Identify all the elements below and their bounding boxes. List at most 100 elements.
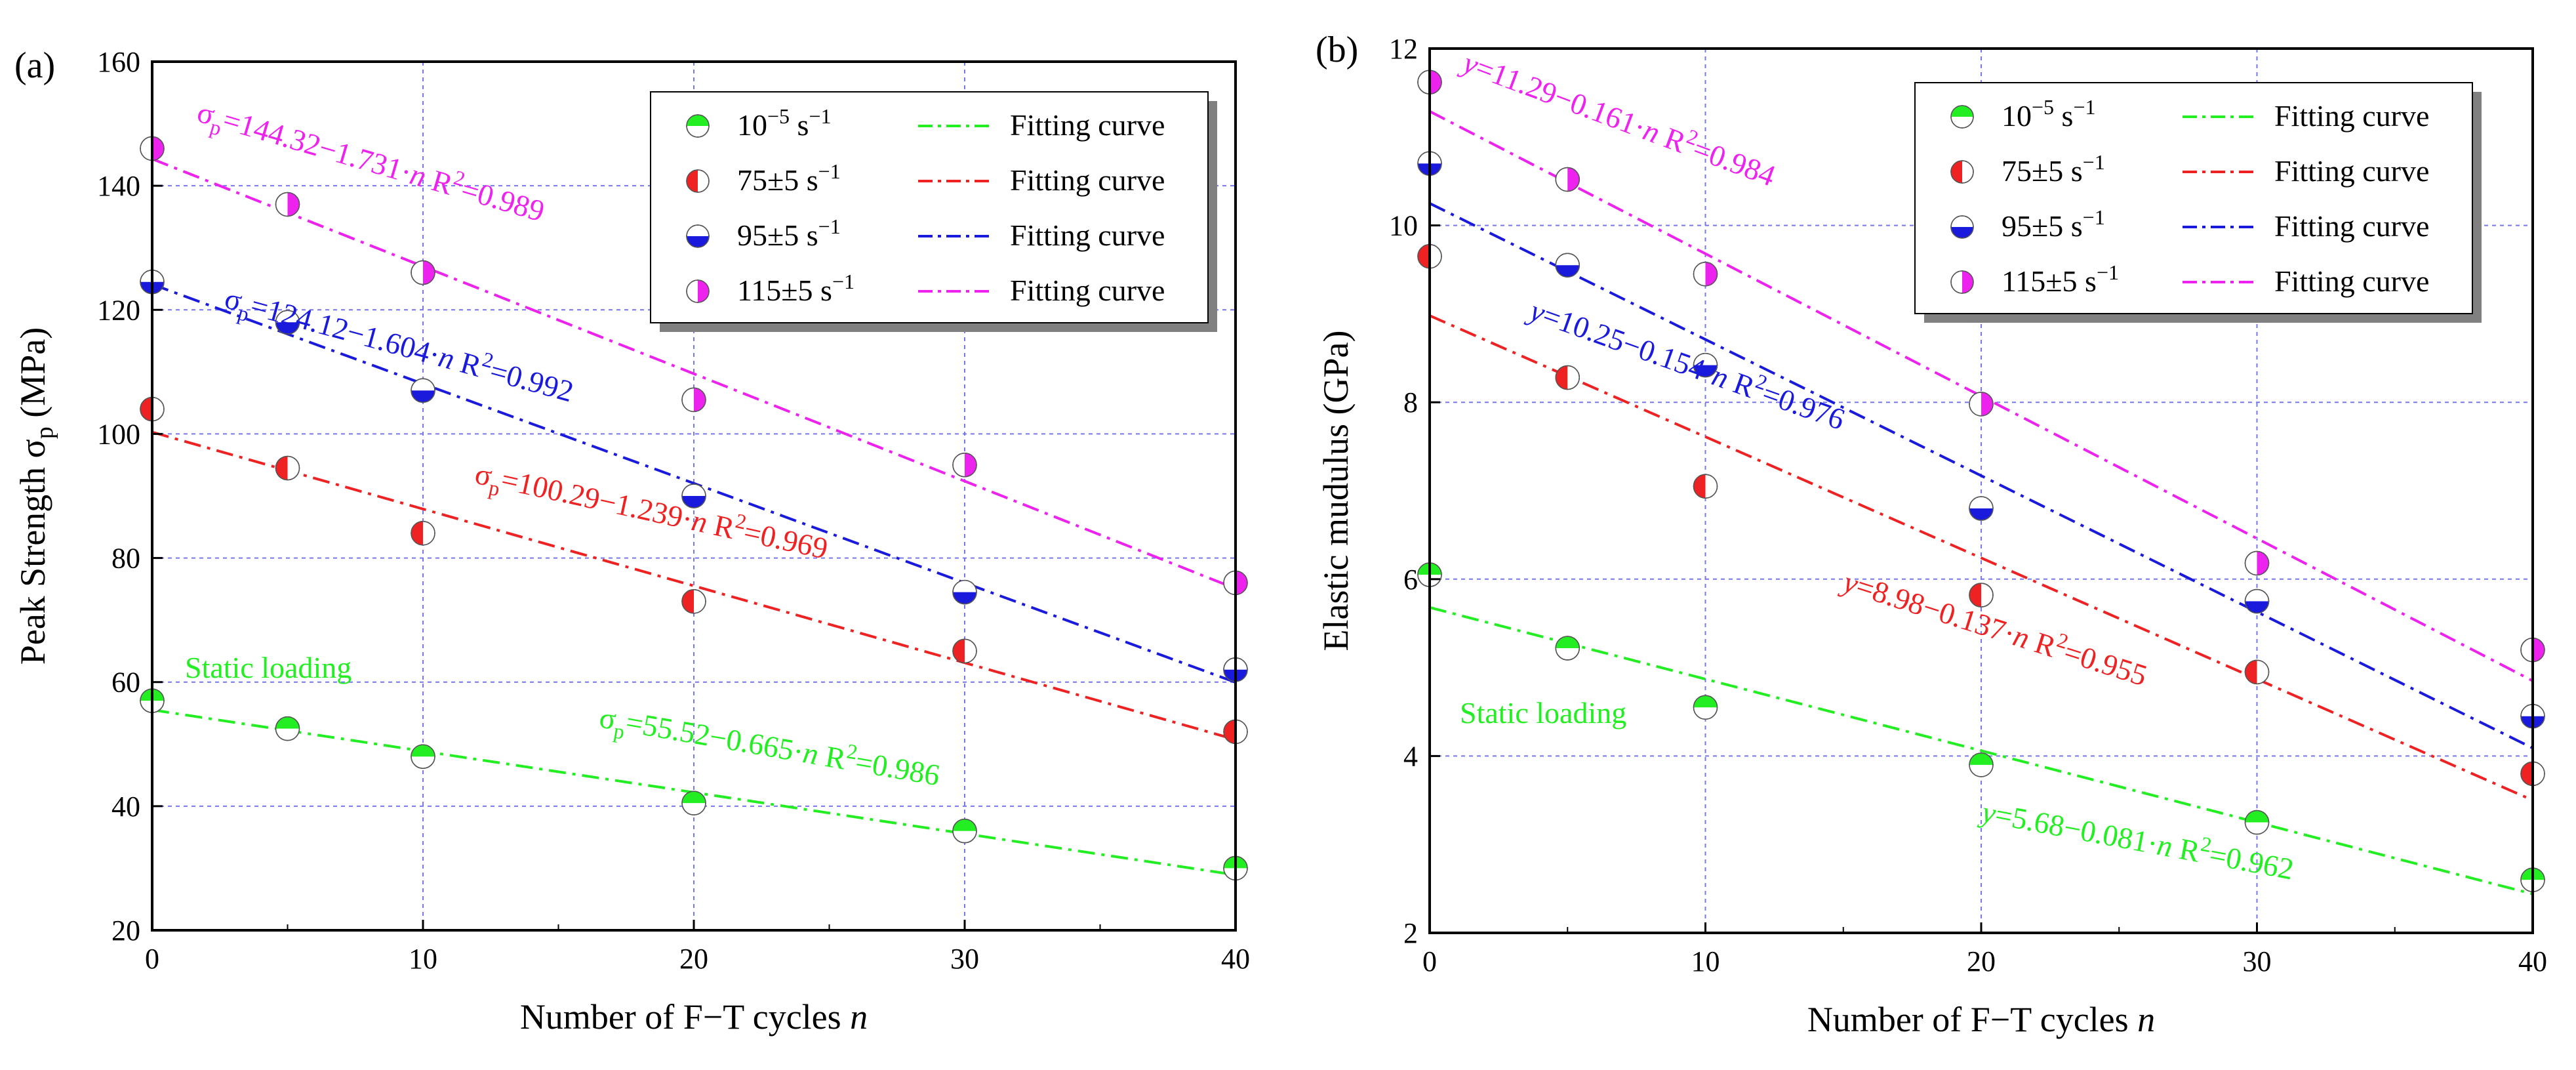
data-point xyxy=(2244,588,2270,614)
legend-fit-label: Fitting curve xyxy=(1010,274,1165,307)
marker-half-fill xyxy=(965,453,976,477)
fitting-curve-line xyxy=(1429,606,2533,895)
legend-fit-label: Fitting curve xyxy=(2274,99,2429,133)
marker-half-fill xyxy=(687,170,698,192)
marker-outline xyxy=(952,579,977,605)
fitting-curve-line xyxy=(151,283,1236,684)
fit-equation: σp=144.32−1.731·n R2=0.989 xyxy=(193,95,548,228)
legend-fit-label: Fitting curve xyxy=(2274,264,2429,298)
legend-marker xyxy=(686,114,710,138)
y-tick-label: 12 xyxy=(1389,33,1418,65)
legend-box xyxy=(1914,82,2473,314)
marker-half-fill xyxy=(2245,810,2269,823)
y-axis-title: Elastic mudulus (GPa) xyxy=(1316,331,1356,651)
legend: 10−5 s−1 Fitting curve 75±5 s−1 Fitting cur… xyxy=(1914,82,2482,323)
marker-half-fill xyxy=(953,592,976,604)
marker-outline xyxy=(686,169,710,193)
marker-outline xyxy=(686,114,710,138)
data-point xyxy=(411,378,435,403)
y-tick-label: 10 xyxy=(1389,210,1418,242)
y-tick-label: 140 xyxy=(97,170,140,202)
marker-half-fill xyxy=(275,716,300,729)
marker-half-fill xyxy=(2245,601,2269,613)
marker-outline xyxy=(681,484,706,508)
legend-entry-label: 95±5 s−1 xyxy=(737,215,841,252)
marker-outline xyxy=(1555,365,1580,390)
marker-half-fill xyxy=(694,388,706,412)
legend-fit-label: Fitting curve xyxy=(2274,209,2429,243)
y-tick-label: 6 xyxy=(1403,564,1418,596)
data-point xyxy=(411,744,435,769)
marker-outline xyxy=(1969,392,1994,417)
marker-outline xyxy=(686,224,710,248)
svg-text:σp=100.29−1.239·n R2=0.969: σp=100.29−1.239·n R2=0.969 xyxy=(471,453,832,571)
data-point xyxy=(1555,253,1580,278)
marker-half-fill xyxy=(1693,695,1718,708)
marker-outline xyxy=(2244,550,2270,576)
marker-outline xyxy=(1555,253,1580,278)
data-point xyxy=(1693,695,1718,720)
data-point xyxy=(952,818,977,844)
data-point xyxy=(275,716,300,741)
marker-outline xyxy=(2244,810,2270,835)
y-tick-label: 20 xyxy=(111,915,140,947)
marker-outline xyxy=(1969,752,1994,777)
data-point xyxy=(1555,365,1580,390)
marker-half-fill xyxy=(1962,271,1973,293)
marker-outline xyxy=(1950,160,1974,184)
x-tick-label: 30 xyxy=(950,943,979,975)
data-point xyxy=(275,192,300,217)
marker-outline xyxy=(952,638,977,664)
data-point xyxy=(411,260,435,285)
marker-outline xyxy=(1969,496,1994,521)
y-tick-label: 120 xyxy=(97,294,140,326)
marker-half-fill xyxy=(1224,720,1236,744)
data-point xyxy=(952,452,977,478)
y-tick-label: 40 xyxy=(111,791,140,823)
marker-half-fill xyxy=(687,236,709,247)
marker-half-fill xyxy=(1951,227,1973,238)
marker-half-fill xyxy=(411,521,423,545)
data-series-2 xyxy=(140,269,1248,682)
legend-entry-label: 75±5 s−1 xyxy=(737,159,841,197)
marker-half-fill xyxy=(682,589,694,613)
marker-outline xyxy=(275,192,300,217)
data-series-1 xyxy=(1417,244,2545,787)
chart-panel-a: 0 10 20 30 40 20 40 60 80 100 120 140 160 Number of F… xyxy=(13,45,1250,1037)
y-tick-label: 2 xyxy=(1403,917,1418,949)
data-point xyxy=(1969,392,1994,417)
fitting-curve-line xyxy=(151,430,1236,741)
marker-outline xyxy=(952,818,977,844)
fit-equation: σp=100.29−1.239·n R2=0.969 xyxy=(471,453,832,571)
x-axis-title: Number of F−T cycles n xyxy=(520,997,868,1037)
x-tick-label: 10 xyxy=(409,943,437,975)
legend-entry-label: 75±5 s−1 xyxy=(2002,150,2105,188)
legend-entry-label: 10−5 s−1 xyxy=(737,104,832,142)
marker-outline xyxy=(411,520,435,546)
legend-entry-label: 115±5 s−1 xyxy=(737,270,855,307)
marker-half-fill xyxy=(2521,762,2533,786)
panel-label: (a) xyxy=(14,45,55,86)
chart-panel-b: 0 10 20 30 40 2 4 6 8 10 12 Number of F−T cycles n E… xyxy=(1316,30,2547,1039)
marker-half-fill xyxy=(1236,571,1247,595)
svg-text:y=8.98−0.137·n R2=0.955: y=8.98−0.137·n R2=0.955 xyxy=(1837,560,2152,692)
x-tick-label: 20 xyxy=(1967,945,1996,977)
marker-half-fill xyxy=(1969,508,1993,520)
marker-half-fill xyxy=(1430,70,1441,94)
data-point xyxy=(952,579,977,605)
x-tick-label: 20 xyxy=(679,943,708,975)
legend-marker xyxy=(1950,215,1974,239)
fit-equation: y=11.29−0.161·n R2=0.984 xyxy=(1457,45,1780,193)
marker-outline xyxy=(1950,270,1974,294)
fit-equation: σp=124.12−1.604·n R2=0.992 xyxy=(220,278,578,414)
svg-text:y=5.68−0.081·n R2=0.962: y=5.68−0.081·n R2=0.962 xyxy=(1977,791,2297,886)
svg-text:σp=124.12−1.604·n R2=0.992: σp=124.12−1.604·n R2=0.992 xyxy=(220,278,578,414)
marker-half-fill xyxy=(423,260,435,285)
marker-half-fill xyxy=(1556,365,1568,390)
marker-outline xyxy=(1693,352,1718,378)
data-point xyxy=(411,520,435,546)
fit-equation: y=10.25−0.154·n R2=0.976 xyxy=(1523,293,1849,436)
marker-half-fill xyxy=(1969,752,1993,765)
marker-outline xyxy=(411,260,435,285)
marker-outline xyxy=(1555,167,1580,192)
